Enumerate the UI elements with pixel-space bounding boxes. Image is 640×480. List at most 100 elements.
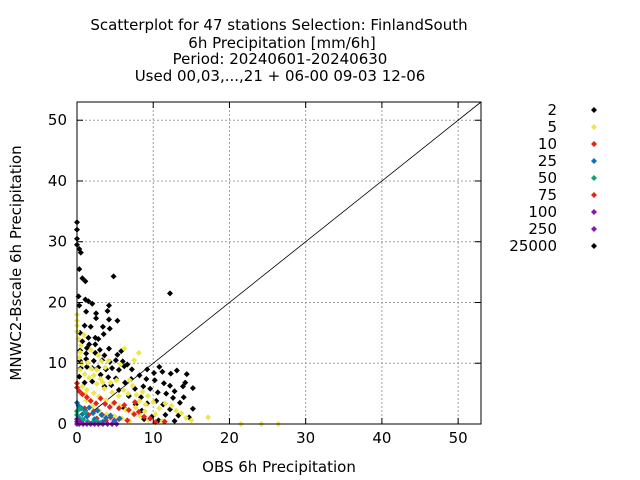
legend-label: 5 — [547, 118, 557, 136]
data-point — [102, 400, 109, 407]
data-point — [98, 358, 105, 365]
data-point — [115, 386, 122, 393]
data-point — [171, 388, 178, 395]
data-point — [99, 379, 106, 386]
data-point — [98, 411, 105, 418]
data-point — [90, 390, 97, 397]
data-point — [151, 377, 158, 384]
data-point — [162, 411, 169, 418]
data-point — [150, 369, 157, 376]
legend-label: 2 — [547, 101, 557, 119]
data-point — [121, 345, 128, 352]
data-point — [140, 383, 147, 390]
data-point — [162, 400, 169, 407]
legend-marker — [591, 141, 597, 147]
data-point — [142, 401, 149, 408]
data-point — [77, 342, 84, 349]
x-tick-label: 10 — [144, 429, 163, 447]
data-point — [83, 394, 90, 401]
data-point — [82, 278, 89, 285]
y-tick-label: 0 — [57, 415, 67, 433]
data-point — [99, 323, 106, 330]
data-point — [84, 359, 91, 366]
data-point — [141, 413, 148, 420]
data-point — [89, 300, 96, 307]
data-point — [144, 366, 151, 373]
data-point — [85, 334, 92, 341]
data-point — [102, 414, 109, 421]
legend-label: 50 — [538, 169, 557, 187]
y-tick-label: 50 — [48, 111, 67, 129]
data-point — [167, 370, 174, 377]
data-point — [104, 307, 111, 314]
legend-marker — [591, 209, 597, 215]
data-point — [173, 407, 180, 414]
data-point — [173, 367, 180, 374]
data-point — [111, 399, 118, 406]
data-point — [95, 335, 102, 342]
data-point — [117, 361, 124, 368]
data-point — [101, 352, 108, 359]
data-point — [120, 386, 127, 393]
data-point — [96, 346, 103, 353]
data-point — [93, 380, 100, 387]
data-point — [135, 349, 142, 356]
data-point — [88, 365, 95, 372]
axis-ticks: 0 10 20 30 40 50 0 10 20 30 40 50 — [48, 102, 481, 447]
data-point — [141, 408, 148, 415]
data-point — [100, 331, 107, 338]
legend-label: 250 — [528, 220, 557, 238]
legend-label: 25 — [538, 152, 557, 170]
x-axis-label: OBS 6h Precipitation — [202, 458, 356, 476]
grid-lines — [77, 102, 481, 424]
data-point — [156, 363, 163, 370]
data-point — [89, 378, 96, 385]
data-point — [176, 399, 183, 406]
data-point — [160, 380, 167, 387]
data-point — [81, 322, 88, 329]
data-point — [106, 316, 113, 323]
data-point — [90, 372, 97, 379]
data-point — [93, 366, 100, 373]
legend-marker — [591, 107, 597, 113]
data-point — [135, 408, 142, 415]
data-point — [115, 393, 122, 400]
data-point — [152, 411, 159, 418]
data-point — [179, 383, 186, 390]
data-point — [76, 354, 83, 361]
data-point — [136, 397, 143, 404]
legend-marker — [591, 175, 597, 181]
legend-label: 100 — [528, 203, 557, 221]
data-point — [126, 377, 133, 384]
data-point — [154, 389, 161, 396]
data-point — [144, 393, 151, 400]
data-point — [166, 382, 173, 389]
data-point — [86, 404, 93, 411]
data-point — [75, 293, 82, 300]
diagonal-line — [76, 101, 482, 425]
one-to-one-line — [76, 101, 482, 425]
data-point — [116, 415, 123, 422]
data-point — [81, 371, 88, 378]
legend-label: 25000 — [509, 237, 557, 255]
data-point — [124, 417, 131, 424]
data-point — [147, 415, 154, 422]
data-point — [106, 403, 113, 410]
data-point — [156, 405, 163, 412]
data-point — [106, 325, 113, 332]
data-point — [188, 417, 195, 424]
data-point — [110, 273, 117, 280]
data-point — [112, 357, 119, 364]
data-point — [178, 410, 185, 417]
x-tick-label: 20 — [220, 429, 239, 447]
x-tick-label: 0 — [72, 429, 82, 447]
legend-marker — [591, 124, 597, 130]
legend-label: 10 — [538, 135, 557, 153]
data-point — [94, 407, 101, 414]
data-point — [97, 395, 104, 402]
data-point — [133, 391, 140, 398]
data-points — [74, 219, 282, 427]
data-point — [131, 357, 138, 364]
data-point — [122, 407, 129, 414]
